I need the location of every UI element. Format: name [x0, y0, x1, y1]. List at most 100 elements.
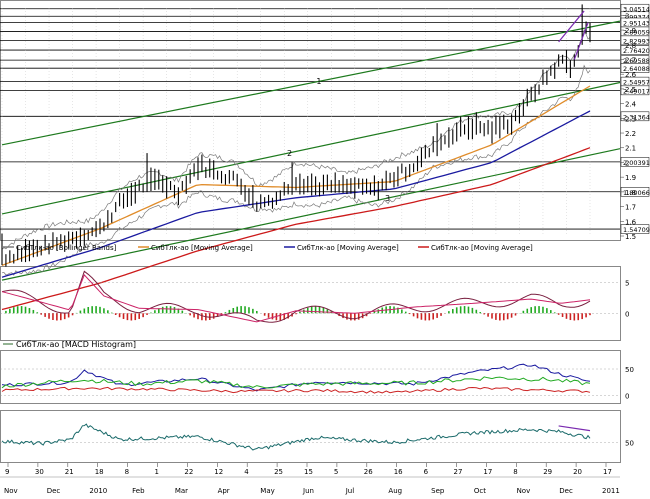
- day-label: 8: [513, 468, 517, 476]
- day-label: 26: [364, 468, 373, 476]
- annotation-line: [573, 22, 589, 60]
- y-tick-label: 1.6: [625, 218, 637, 226]
- y-tick-label: 2.6: [625, 71, 637, 79]
- y-tick-label: 1.7: [625, 204, 636, 212]
- y-tick-label: 2.7: [625, 56, 636, 64]
- channel-label: 2: [287, 149, 292, 158]
- macd-panel-frame: [0, 266, 621, 341]
- x-axis: 9 30 21 18 8 1 22 12 4 25 15 5 26 16 6 27 17 8 29 20 17 Nov De…: [0, 463, 620, 495]
- price-level-box: [620, 85, 650, 96]
- month-label: Nov: [517, 487, 531, 495]
- month-label: Mar: [175, 487, 188, 495]
- month-label: Feb: [132, 487, 145, 495]
- price-level-label: 2.82993: [623, 37, 650, 45]
- legend-label: СибТлк-ао [Moving Average]: [431, 244, 533, 252]
- stoch-green-line: [1, 376, 591, 389]
- y-tick-label: 2: [625, 159, 629, 167]
- bollinger-lower: [1, 64, 591, 276]
- month-label: Dec: [47, 487, 61, 495]
- day-label: 18: [95, 468, 104, 476]
- month-label: 2010: [89, 487, 107, 495]
- price-level-box: [620, 224, 650, 234]
- day-label: 22: [184, 468, 193, 476]
- rsi-line: [1, 423, 591, 451]
- month-label: Sep: [431, 487, 445, 495]
- month-label: Nov: [4, 487, 18, 495]
- month-label: May: [260, 487, 274, 495]
- price-level-label: 2.31364: [623, 113, 650, 121]
- y-tick-label: 2.9: [625, 27, 636, 35]
- day-label: 25: [274, 468, 283, 476]
- day-label: 21: [65, 468, 74, 476]
- price-level-label: 2.99374: [623, 13, 650, 21]
- stochastic-panel: 50 0: [0, 363, 634, 401]
- price-level-box: [620, 111, 650, 122]
- macd-line: [1, 270, 591, 323]
- price-level-label: 3.04514: [623, 6, 650, 14]
- price-level-label: 2.49017: [623, 87, 650, 95]
- month-label: Aug: [388, 487, 402, 495]
- legend-label: СибТлк-ао [Moving Average]: [297, 244, 399, 252]
- trend-channel-line: [1, 148, 621, 281]
- y-tick-label: 2.8: [625, 42, 636, 50]
- price-level-label: 2.54957: [623, 79, 650, 87]
- y-tick-label: 2.1: [625, 145, 636, 153]
- price-level-label: 2.89059: [623, 28, 650, 36]
- day-label: 6: [424, 468, 429, 476]
- stoch-red-line: [1, 386, 591, 394]
- y-tick-label: 1.9: [625, 174, 636, 182]
- month-label: Oct: [474, 487, 486, 495]
- price-level-label: 2.64088: [623, 65, 650, 73]
- price-level-box: [620, 63, 650, 73]
- price-level-label: 2.69588: [623, 57, 650, 65]
- price-level-box: [620, 35, 650, 46]
- day-label: 27: [454, 468, 463, 476]
- rsi-panel: 50: [0, 423, 634, 451]
- channel-label: 3: [385, 194, 390, 203]
- rsi-tick-label: 50: [625, 439, 634, 447]
- macd-legend-label: СибТлк-ао [MACD Histogram]: [16, 340, 136, 349]
- day-label: 17: [603, 468, 612, 476]
- day-label: 9: [5, 468, 9, 476]
- stoch-tick-label: 0: [625, 393, 629, 401]
- month-label: Jun: [302, 487, 314, 495]
- day-label: 20: [573, 468, 582, 476]
- day-label: 30: [35, 468, 44, 476]
- rsi-annotation-line: [558, 425, 591, 432]
- price-level-label: 1.54709: [623, 226, 650, 234]
- stoch-tick-label: 50: [625, 366, 634, 374]
- channel-label: 1: [316, 77, 321, 86]
- ma-red-line: [1, 147, 591, 311]
- bollinger-upper: [1, 28, 591, 250]
- day-label: 5: [334, 468, 338, 476]
- y-tick-label: 3: [625, 12, 629, 20]
- y-tick-label: 2.2: [625, 130, 636, 138]
- month-label: Jul: [345, 487, 355, 495]
- month-label: 2011: [602, 487, 620, 495]
- day-label: 4: [244, 468, 249, 476]
- day-label: 16: [394, 468, 403, 476]
- y-tick-label: 1.8: [625, 189, 636, 197]
- annotation-line: [558, 10, 585, 43]
- stoch-blue-line: [1, 363, 591, 392]
- trend-channel-line: [1, 81, 621, 215]
- rsi-panel-frame: [0, 410, 621, 463]
- macd-tick-label: 5: [625, 279, 629, 287]
- macd-panel: 50: [0, 270, 629, 323]
- y-tick-label: 2.4: [625, 101, 637, 109]
- ma-blue-line: [1, 110, 591, 278]
- day-label: 17: [483, 468, 492, 476]
- day-label: 8: [125, 468, 129, 476]
- macd-tick-label: 0: [625, 310, 629, 318]
- macd-signal-line: [1, 273, 591, 323]
- price-legend: СибТлк-ао [Bollinger Bands] СибТлк-ао [Mo…: [3, 244, 533, 252]
- day-label: 29: [543, 468, 552, 476]
- legend-label: СибТлк-ао [Bollinger Bands]: [16, 244, 117, 252]
- y-tick-label: 1.5: [625, 233, 636, 241]
- price-level-label: 1.80066: [623, 189, 650, 197]
- price-level-label: 2.00391: [623, 159, 650, 167]
- day-label: 15: [304, 468, 313, 476]
- y-tick-label: 2.3: [625, 115, 636, 123]
